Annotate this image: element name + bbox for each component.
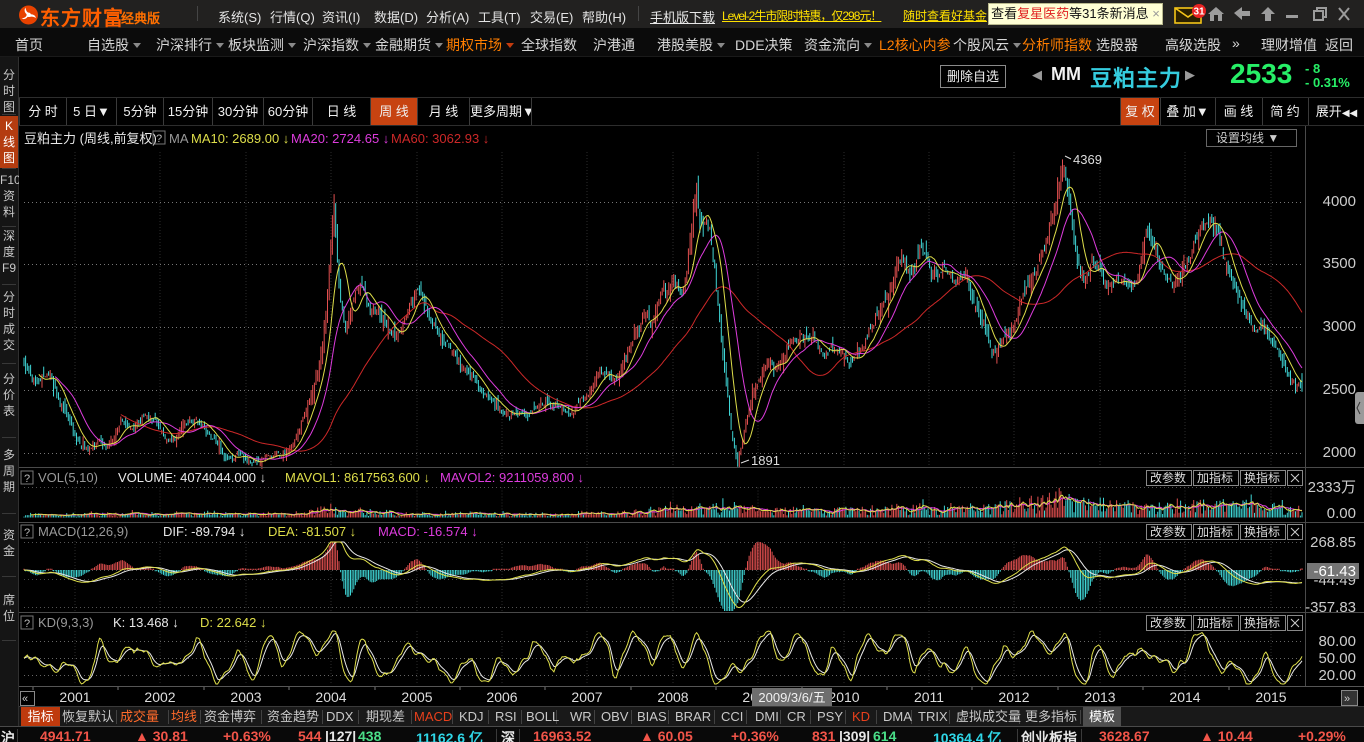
svg-text:换指标: 换指标	[1244, 615, 1280, 630]
svg-text:3500: 3500	[1323, 255, 1356, 272]
svg-text:MA10: 2689.00 ↓: MA10: 2689.00 ↓	[191, 131, 289, 146]
svg-text:KD(9,3,3): KD(9,3,3)	[38, 615, 94, 630]
svg-text:2004: 2004	[315, 689, 346, 705]
svg-text:?: ?	[24, 618, 30, 630]
svg-text:0.00: 0.00	[1327, 505, 1356, 522]
svg-text:268.85: 268.85	[1310, 534, 1356, 551]
svg-text:改参数: 改参数	[1150, 524, 1186, 539]
svg-text:改参数: 改参数	[1150, 615, 1186, 630]
svg-text:换指标: 换指标	[1244, 524, 1280, 539]
svg-text:2333万: 2333万	[1308, 479, 1356, 496]
svg-text:D: 22.642 ↓: D: 22.642 ↓	[200, 615, 267, 630]
svg-text:MA: MA	[169, 131, 189, 146]
svg-text:50.00: 50.00	[1318, 650, 1356, 667]
svg-text:2013: 2013	[1084, 689, 1115, 705]
svg-text:2000: 2000	[1323, 444, 1356, 461]
svg-text:2014: 2014	[1169, 689, 1200, 705]
svg-text:加指标: 加指标	[1197, 615, 1233, 630]
svg-text:»: »	[1344, 693, 1350, 705]
svg-text:-357.83: -357.83	[1305, 599, 1356, 616]
svg-text:MA60: 3062.93 ↓: MA60: 3062.93 ↓	[391, 131, 489, 146]
svg-text:2009/3/6/五: 2009/3/6/五	[758, 690, 825, 705]
svg-text:MAVOL2: 9211059.800 ↓: MAVOL2: 9211059.800 ↓	[440, 470, 584, 485]
svg-text:2003: 2003	[230, 689, 261, 705]
svg-text:2011: 2011	[914, 689, 944, 705]
svg-text:设置均线 ▼: 设置均线 ▼	[1216, 131, 1279, 145]
svg-text:80.00: 80.00	[1318, 633, 1356, 650]
svg-text:-61.43: -61.43	[1313, 563, 1356, 580]
svg-text:VOL(5,10): VOL(5,10)	[38, 470, 98, 485]
svg-text:?: ?	[24, 527, 30, 539]
svg-text:?: ?	[156, 133, 162, 145]
svg-text:MACD(12,26,9): MACD(12,26,9)	[38, 524, 128, 539]
svg-text:4369: 4369	[1073, 152, 1102, 167]
svg-text:2001: 2001	[59, 689, 90, 705]
svg-text:加指标: 加指标	[1197, 470, 1233, 485]
svg-text:K: 13.468 ↓: K: 13.468 ↓	[113, 615, 179, 630]
svg-text:31: 31	[1193, 7, 1205, 18]
svg-text:2007: 2007	[571, 689, 602, 705]
svg-text:2015: 2015	[1255, 689, 1286, 705]
svg-text:2012: 2012	[998, 689, 1029, 705]
svg-text:3000: 3000	[1323, 318, 1356, 335]
svg-text:2008: 2008	[657, 689, 688, 705]
svg-text:«: «	[22, 693, 28, 705]
svg-text:MACD: -16.574 ↓: MACD: -16.574 ↓	[378, 524, 478, 539]
svg-text:DEA: -81.507 ↓: DEA: -81.507 ↓	[268, 524, 356, 539]
svg-text:MAVOL1: 8617563.600 ↓: MAVOL1: 8617563.600 ↓	[285, 470, 430, 485]
svg-text:2006: 2006	[486, 689, 517, 705]
svg-text:2500: 2500	[1323, 381, 1356, 398]
svg-text:DIF: -89.794 ↓: DIF: -89.794 ↓	[163, 524, 245, 539]
svg-text:VOLUME: 4074044.000 ↓: VOLUME: 4074044.000 ↓	[118, 470, 266, 485]
svg-text:2010: 2010	[828, 689, 859, 705]
svg-text:?: ?	[24, 473, 30, 485]
svg-text:2005: 2005	[401, 689, 432, 705]
svg-text:换指标: 换指标	[1244, 470, 1280, 485]
svg-text:4000: 4000	[1323, 193, 1356, 210]
svg-text:改参数: 改参数	[1150, 470, 1186, 485]
svg-text:豆粕主力 (周线,前复权): 豆粕主力 (周线,前复权)	[24, 131, 157, 146]
svg-text:1891: 1891	[751, 453, 780, 468]
svg-text:20.00: 20.00	[1318, 667, 1356, 684]
svg-text:加指标: 加指标	[1197, 524, 1233, 539]
svg-text:2002: 2002	[144, 689, 175, 705]
svg-text:MA20: 2724.65 ↓: MA20: 2724.65 ↓	[291, 131, 389, 146]
